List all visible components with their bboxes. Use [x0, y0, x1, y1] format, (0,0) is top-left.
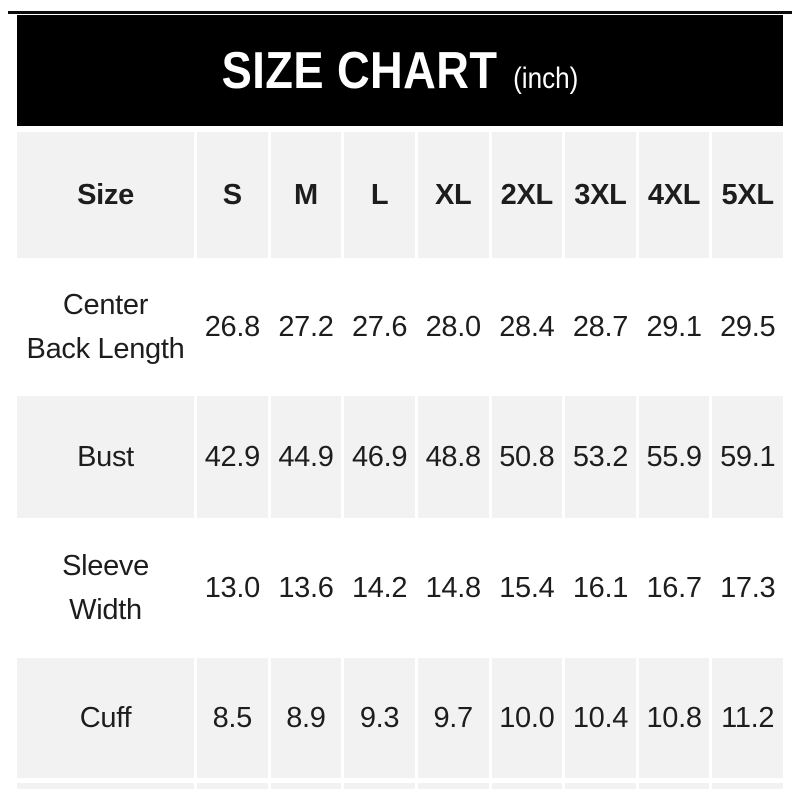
- value-cell: 13.0: [204, 572, 261, 604]
- header-cell: 2XL: [491, 132, 563, 258]
- partial-cell: [491, 783, 563, 789]
- row-label-line: Sleeve: [62, 550, 149, 582]
- row-label-line: Width: [69, 594, 142, 626]
- row-label-line: Bust: [77, 441, 134, 473]
- partial-cell: [638, 783, 710, 789]
- value-cell: 29.1: [646, 311, 702, 343]
- header-cell: 3XL: [565, 132, 636, 258]
- value-cell: 15.4: [499, 572, 555, 604]
- header-cell: 5XL: [712, 132, 783, 258]
- header-cell: XL: [417, 132, 489, 258]
- value-cell: 16.1: [572, 572, 629, 604]
- row-label-cell: Sleeve Width: [17, 522, 194, 654]
- value-cell: 16.7: [646, 572, 702, 604]
- partial-cell: [197, 783, 268, 789]
- row-label-line: Back Length: [26, 333, 185, 365]
- value-cell: 8.9: [270, 658, 342, 778]
- row-label-cell: Bust: [17, 396, 194, 518]
- banner-top-rule: [8, 11, 792, 14]
- value-cell: 50.8: [491, 396, 563, 518]
- value-cell: 10.4: [565, 658, 636, 778]
- value-cell: 11.2: [712, 658, 783, 778]
- table-row: Sleeve Width 13.0 13.6 14.2 14.8 15.4 16.1 16.7 1…: [17, 522, 783, 654]
- row-label-cell: Center Back Length: [17, 262, 194, 392]
- value-cell: 13.6: [278, 572, 334, 604]
- partial-cell: [417, 783, 489, 789]
- banner-unit-label: (inch): [513, 61, 579, 95]
- value-cell: 28.0: [425, 311, 482, 343]
- size-chart-banner: SIZE CHART (inch): [17, 15, 783, 126]
- partial-cell: [565, 783, 636, 789]
- value-cell: 14.8: [425, 572, 482, 604]
- value-cell: 48.8: [417, 396, 489, 518]
- row-label-line: Center: [62, 289, 149, 321]
- value-cell: 42.9: [197, 396, 268, 518]
- header-cell-size: Size: [17, 132, 194, 258]
- value-cell: 59.1: [712, 396, 783, 518]
- value-cell: 9.7: [417, 658, 489, 778]
- table-row: Bust 42.9 44.9 46.9 48.8 50.8 53.2 55.9 59.1: [17, 396, 783, 518]
- table-header-row: Size S M L XL 2XL 3XL 4XL 5XL: [17, 132, 783, 258]
- partial-cell: [270, 783, 342, 789]
- value-cell: 44.9: [270, 396, 342, 518]
- value-cell: 28.7: [572, 311, 629, 343]
- header-cell: M: [270, 132, 342, 258]
- value-cell: 28.4: [499, 311, 555, 343]
- value-cell: 55.9: [638, 396, 710, 518]
- size-table: Size S M L XL 2XL 3XL 4XL 5XL Center Back Length 26…: [17, 132, 783, 789]
- value-cell: 26.8: [204, 311, 261, 343]
- header-cell: S: [197, 132, 268, 258]
- header-cell: 4XL: [638, 132, 710, 258]
- banner-title: SIZE CHART: [221, 41, 498, 100]
- row-label-line: Cuff: [79, 702, 132, 734]
- value-cell: 27.2: [278, 311, 334, 343]
- value-cell: 10.8: [638, 658, 710, 778]
- header-cell: L: [344, 132, 415, 258]
- value-cell: 14.2: [351, 572, 408, 604]
- value-cell: 17.3: [720, 572, 776, 604]
- value-cell: 10.0: [491, 658, 563, 778]
- partial-cell: [344, 783, 415, 789]
- table-row-partial: [17, 783, 783, 789]
- value-cell: 27.6: [351, 311, 408, 343]
- row-label-cell: Cuff: [17, 658, 194, 778]
- partial-cell: [712, 783, 783, 789]
- value-cell: 53.2: [565, 396, 636, 518]
- value-cell: 46.9: [344, 396, 415, 518]
- partial-cell: [17, 783, 194, 789]
- banner-text-group: SIZE CHART (inch): [222, 41, 579, 101]
- value-cell: 29.5: [720, 311, 776, 343]
- value-cell: 9.3: [344, 658, 415, 778]
- table-row: Center Back Length 26.8 27.2 27.6 28.0 28.4 28.…: [17, 262, 783, 392]
- value-cell: 8.5: [197, 658, 268, 778]
- table-row: Cuff 8.5 8.9 9.3 9.7 10.0 10.4 10.8 11.2: [17, 658, 783, 778]
